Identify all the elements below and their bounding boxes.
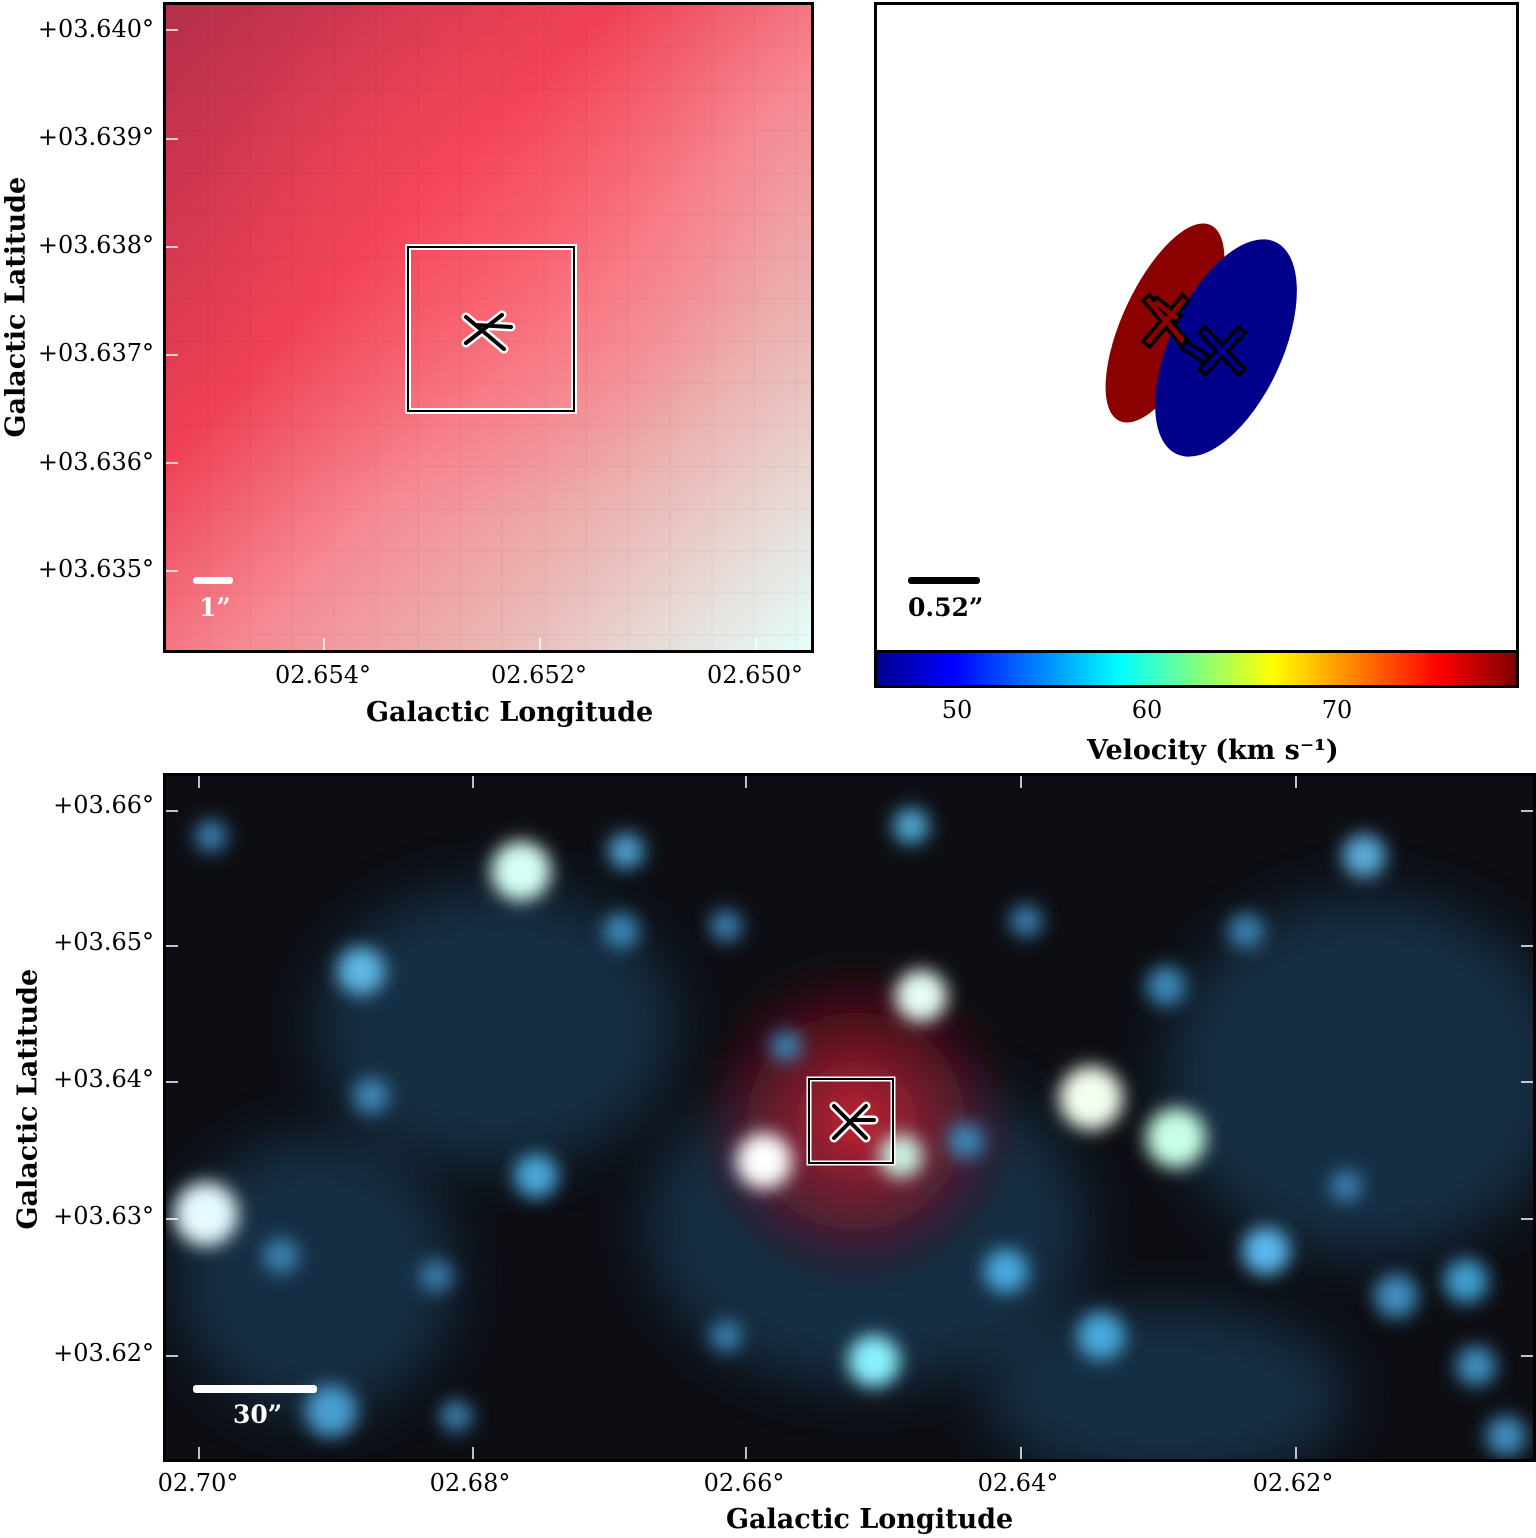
wide-field-panel: 30” bbox=[163, 773, 1536, 1462]
b-ytick-3: +03.63° bbox=[53, 1202, 154, 1230]
zoom-scale-label: 1” bbox=[199, 593, 231, 622]
b-xtick-0: 02.70° bbox=[157, 1469, 239, 1497]
zoom-pixel-map bbox=[166, 5, 811, 650]
b-xtick-1: 02.68° bbox=[429, 1469, 511, 1497]
zoom-scale-bar bbox=[193, 577, 233, 584]
tl-ytick-2: +03.638° bbox=[37, 231, 154, 259]
b-ytick-2: +03.64° bbox=[53, 1065, 154, 1093]
velocity-colorbar bbox=[874, 650, 1519, 688]
velocity-scale-bar bbox=[908, 577, 980, 584]
tl-ytick-0: +03.640° bbox=[37, 15, 154, 43]
blue-maser-cross-icon bbox=[1178, 324, 1248, 378]
tl-ytick-4: +03.636° bbox=[37, 448, 154, 476]
b-ytick-4: +03.62° bbox=[53, 1339, 154, 1367]
tl-xtick-0: 02.654° bbox=[275, 661, 371, 689]
zoom-image-panel: 1” bbox=[163, 2, 814, 653]
colorbar-tick-1: 60 bbox=[1131, 696, 1163, 724]
tl-ylabel: Galactic Latitude bbox=[0, 176, 32, 438]
b-ytick-0: +03.66° bbox=[53, 791, 154, 819]
b-xlabel: Galactic Longitude bbox=[726, 1504, 1014, 1535]
velocity-map-panel: 0.52” bbox=[874, 2, 1519, 653]
wide-field-image bbox=[166, 776, 1533, 1459]
b-xtick-3: 02.64° bbox=[977, 1469, 1059, 1497]
colorbar-tick-0: 50 bbox=[941, 696, 973, 724]
b-xtick-2: 02.66° bbox=[703, 1469, 785, 1497]
red-maser-cross-icon bbox=[1140, 292, 1192, 350]
wide-scale-label: 30” bbox=[233, 1400, 283, 1429]
tl-xtick-1: 02.652° bbox=[491, 661, 587, 689]
velocity-ellipses bbox=[1105, 223, 1297, 457]
b-ylabel: Galactic Latitude bbox=[12, 968, 44, 1230]
maser-cross-icon bbox=[461, 310, 516, 354]
tl-xlabel: Galactic Longitude bbox=[366, 697, 654, 728]
tl-xtick-2: 02.650° bbox=[707, 661, 803, 689]
tl-ytick-5: +03.635° bbox=[37, 555, 154, 583]
colorbar-tick-2: 70 bbox=[1321, 696, 1353, 724]
wide-scale-bar bbox=[193, 1385, 317, 1393]
b-xtick-4: 02.62° bbox=[1252, 1469, 1334, 1497]
b-ytick-1: +03.65° bbox=[53, 928, 154, 956]
tl-ytick-1: +03.639° bbox=[37, 123, 154, 151]
wide-maser-cross-icon bbox=[829, 1101, 879, 1143]
tl-ytick-3: +03.637° bbox=[37, 339, 154, 367]
colorbar-label: Velocity (km s⁻¹) bbox=[1087, 735, 1339, 766]
velocity-scale-label: 0.52” bbox=[908, 593, 984, 622]
